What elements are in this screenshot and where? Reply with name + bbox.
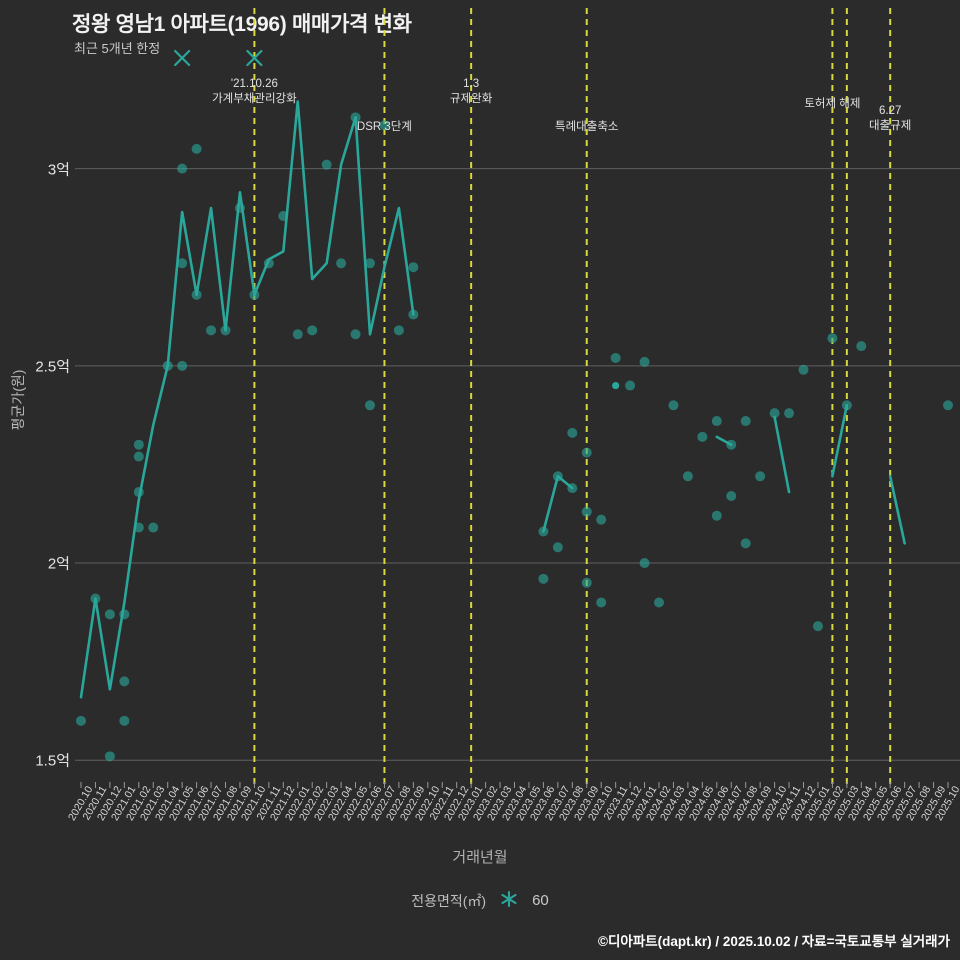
scatter-point bbox=[307, 325, 318, 336]
event-annotation-label: 대출규제 bbox=[869, 120, 912, 132]
scatter-point bbox=[76, 715, 86, 726]
event-annotation: 1.3 규제완화 bbox=[450, 78, 492, 106]
scatter-point bbox=[682, 471, 693, 482]
event-annotation-label: 특례대출축소 bbox=[555, 121, 619, 133]
star-marker-icon bbox=[496, 890, 522, 911]
scatter-point bbox=[639, 356, 650, 367]
outlier-x-marker bbox=[246, 49, 263, 67]
scatter-point bbox=[596, 597, 607, 608]
page-title: 정왕 영남1 아파트(1996) 매매가격 변화 bbox=[72, 13, 412, 36]
scatter-point bbox=[581, 506, 592, 517]
scatter-point bbox=[581, 577, 592, 588]
scatter-point bbox=[177, 360, 188, 371]
scatter-point bbox=[812, 621, 823, 632]
scatter-point bbox=[104, 751, 115, 762]
event-annotation-date: '21.10.26 bbox=[230, 78, 278, 90]
scatter-point bbox=[596, 514, 607, 525]
scatter-point bbox=[581, 447, 592, 458]
scatter-point bbox=[711, 416, 722, 427]
scatter-point bbox=[336, 258, 347, 269]
scatter-point bbox=[177, 163, 188, 174]
scatter-point bbox=[856, 341, 867, 352]
scatter-point bbox=[104, 609, 115, 620]
scatter-point bbox=[393, 325, 404, 336]
series-line bbox=[542, 474, 574, 533]
scatter-point bbox=[379, 120, 390, 131]
scatter-point bbox=[610, 352, 621, 363]
series-point bbox=[612, 381, 620, 390]
scatter-point bbox=[365, 258, 375, 269]
plot-area bbox=[75, 8, 960, 788]
scatter-point bbox=[538, 573, 549, 584]
scatter-point bbox=[711, 510, 722, 521]
scatter-point bbox=[726, 491, 737, 501]
scatter-point bbox=[177, 258, 188, 269]
scatter-point bbox=[206, 325, 217, 336]
event-annotation-label: 가계부채관리강화 bbox=[212, 93, 297, 105]
scatter-point bbox=[350, 329, 361, 340]
series-line bbox=[773, 415, 791, 494]
event-annotation-date: 6.27 bbox=[878, 105, 902, 117]
event-annotation: 6.27 대출규제 bbox=[869, 105, 911, 133]
y-axis-tick-label: 2억 bbox=[47, 555, 70, 573]
chart-svg bbox=[75, 8, 960, 788]
scatter-point bbox=[740, 538, 751, 549]
scatter-point bbox=[668, 400, 679, 411]
scatter-point bbox=[119, 715, 130, 726]
scatter-point bbox=[654, 597, 664, 608]
scatter-point bbox=[625, 380, 636, 391]
series-line bbox=[79, 100, 415, 699]
scatter-point bbox=[755, 471, 766, 482]
scatter-point bbox=[740, 416, 751, 427]
legend-value: 60 bbox=[532, 892, 549, 909]
y-axis-tick-label: 1.5억 bbox=[35, 752, 70, 770]
outlier-x-marker bbox=[174, 49, 191, 67]
x-axis-labels: 2020.10 2020.11 2020.12 2021.01 2021.02 2021.… bbox=[0, 784, 960, 846]
y-axis-tick-label: 2.5억 bbox=[35, 358, 70, 376]
scatter-point bbox=[784, 408, 795, 419]
event-annotation-date: 1.3 bbox=[463, 78, 480, 90]
footer-credit: ©디아파트(dapt.kr) / 2025.10.02 / 자료=국토교통부 실… bbox=[598, 934, 950, 949]
scatter-point bbox=[567, 427, 578, 438]
scatter-point bbox=[697, 431, 708, 442]
event-annotation: 토허제 해제 bbox=[804, 95, 860, 111]
y-axis-tick-label: 3억 bbox=[47, 161, 70, 179]
legend: 전용면적(㎡) 60 bbox=[0, 890, 960, 911]
scatter-point bbox=[769, 408, 780, 419]
scatter-point bbox=[133, 451, 144, 462]
scatter-point bbox=[191, 143, 202, 154]
scatter-point bbox=[148, 522, 159, 533]
x-axis-title: 거래년월 bbox=[452, 849, 508, 866]
scatter-point bbox=[365, 400, 375, 411]
legend-title: 전용면적(㎡) bbox=[411, 892, 487, 909]
scatter-point bbox=[133, 439, 144, 450]
event-annotation: '21.10.26 가계부채관리강화 bbox=[212, 78, 297, 106]
scatter-point bbox=[798, 364, 809, 375]
scatter-point bbox=[943, 400, 953, 411]
event-annotation-label: DSR 3단계 bbox=[356, 121, 412, 133]
scatter-point bbox=[552, 542, 563, 553]
scatter-point bbox=[321, 159, 332, 170]
page-subtitle: 최근 5개년 한정 bbox=[74, 41, 161, 56]
event-annotation: DSR 3단계 bbox=[357, 118, 412, 134]
series-line bbox=[831, 403, 849, 478]
scatter-point bbox=[639, 558, 650, 569]
series-line bbox=[715, 435, 733, 447]
scatter-point bbox=[292, 329, 303, 340]
event-annotation-label: 규제완화 bbox=[449, 93, 493, 105]
scatter-point bbox=[827, 333, 838, 344]
series-line bbox=[888, 474, 906, 545]
event-annotation: 특례대출축소 bbox=[555, 118, 618, 134]
scatter-point bbox=[408, 262, 419, 273]
y-axis-labels: 1.5억 2억 2.5억 3억 bbox=[0, 70, 70, 780]
scatter-point bbox=[119, 676, 130, 687]
event-annotation-label: 토허제 해제 bbox=[804, 98, 861, 110]
y-axis-title: 평균가(원) bbox=[10, 369, 26, 431]
